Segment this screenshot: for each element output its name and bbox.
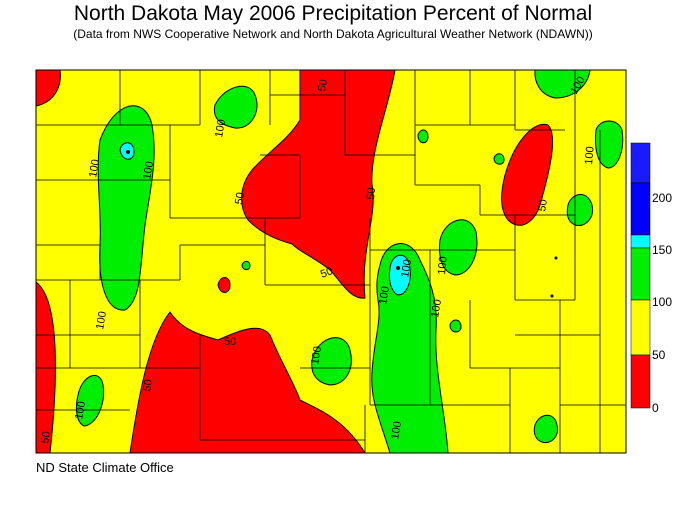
region-se-spot — [533, 414, 559, 444]
contour-label: 50 — [233, 191, 247, 205]
region-small-red — [217, 277, 231, 293]
legend-colorbar — [630, 142, 651, 409]
legend-label-150: 150 — [652, 243, 673, 257]
contour-label: 100 — [309, 345, 324, 365]
contour-label: 100 — [583, 146, 597, 165]
legend-label-50: 50 — [652, 348, 666, 362]
map-title: North Dakota May 2006 Precipitation Perc… — [73, 2, 593, 25]
contour-label: 50 — [39, 430, 53, 444]
region-north-central — [241, 69, 396, 299]
contour-label: 100 — [429, 298, 444, 318]
legend-band-150-200 — [630, 182, 651, 236]
region-spot-a — [417, 129, 429, 144]
region-sw-small — [75, 374, 105, 427]
region-central-east — [439, 219, 478, 276]
contour-label: 50 — [224, 336, 236, 348]
legend-label-100: 100 — [652, 295, 673, 309]
region-east-small — [566, 194, 594, 227]
legend-band-cyan — [630, 234, 651, 249]
contour-label: 50 — [316, 78, 330, 92]
red-regions — [35, 69, 554, 454]
station-dot — [550, 294, 554, 298]
contour-labels: 100 100 100 100 100 100 100 100 100 100 … — [39, 75, 596, 445]
station-dot — [396, 266, 400, 270]
contour-label: 100 — [141, 160, 156, 180]
region-west-central — [97, 105, 155, 311]
contour-label: 100 — [389, 420, 404, 440]
legend-label-0: 0 — [652, 401, 659, 415]
legend-band-0-50 — [630, 354, 651, 409]
map-frame — [35, 69, 627, 454]
region-spot-b — [493, 153, 505, 165]
contour-label: 100 — [87, 158, 102, 178]
contour-label: 50 — [141, 378, 155, 392]
region-spot-d — [241, 260, 251, 271]
region-ne — [501, 123, 554, 226]
station-dot — [126, 150, 130, 154]
legend-band-100-150 — [630, 247, 651, 301]
county-lines — [36, 70, 626, 453]
contour-label: 50 — [536, 198, 550, 212]
station-dot — [554, 256, 558, 260]
legend-band-50-100 — [630, 299, 651, 356]
map-subtitle: (Data from NWS Cooperative Network and N… — [73, 27, 593, 41]
contour-label: 100 — [377, 285, 392, 305]
region-cyan-central — [388, 254, 411, 296]
footer-credit: ND State Climate Office — [36, 460, 174, 475]
region-south-central — [129, 311, 366, 454]
contour-label: 50 — [365, 187, 378, 200]
legend-band-200plus — [630, 142, 651, 184]
contour-label: 100 — [94, 310, 109, 330]
station-markers — [126, 150, 558, 298]
region-ne-top — [534, 69, 591, 99]
region-south-small — [311, 337, 352, 386]
legend-label-200: 200 — [652, 191, 673, 205]
region-spot-c — [449, 319, 462, 333]
contour-label: 50 — [319, 265, 335, 280]
contour-label: 100 — [73, 400, 88, 420]
contour-label: 100 — [213, 118, 228, 138]
region-north-spot — [213, 85, 258, 129]
region-east-spot — [595, 120, 624, 169]
contour-label: 100 — [399, 258, 414, 278]
contour-label: 100 — [436, 256, 450, 275]
